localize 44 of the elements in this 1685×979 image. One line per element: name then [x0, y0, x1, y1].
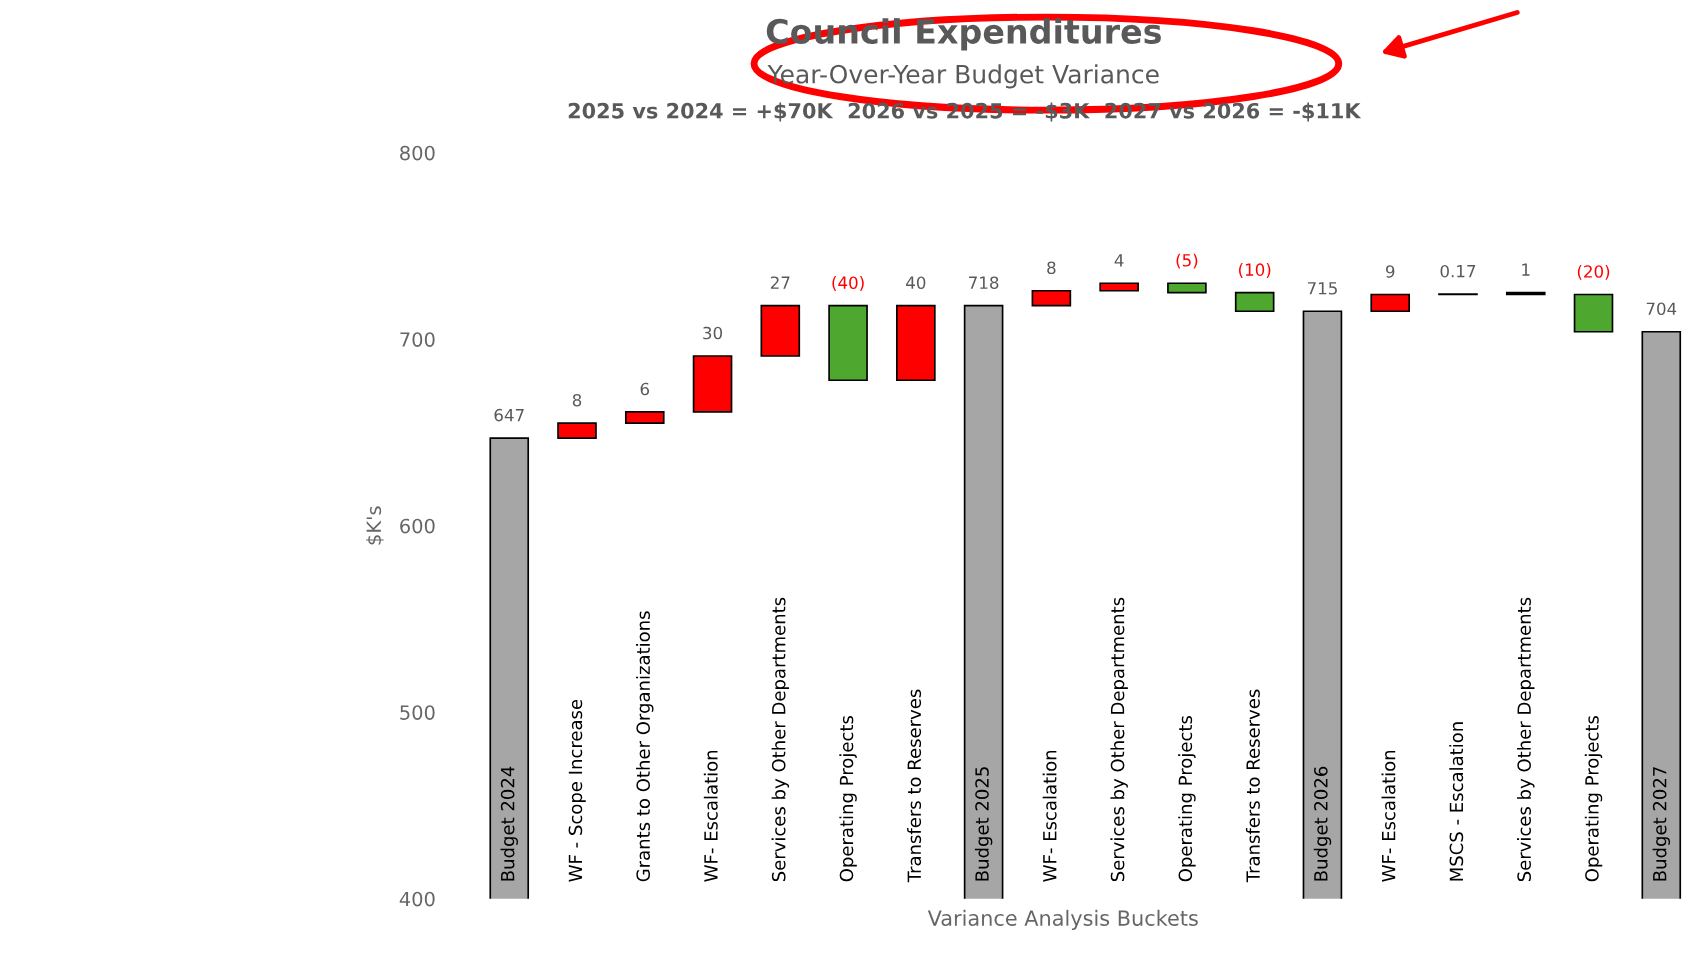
y-tick-label: 500	[400, 705, 435, 720]
x-tick-label: Budget 2027	[1652, 767, 1671, 881]
y-tick-label: 400	[399, 891, 435, 907]
x-axis-title: Variance Analysis Buckets	[927, 909, 1198, 930]
x-tick-label: MSCS - Escalation	[1449, 722, 1464, 881]
y-tick-label: 700	[400, 332, 435, 347]
x-tick-label: Operating Projects	[839, 716, 857, 882]
x-tick-label: Budget 2025	[974, 767, 993, 881]
data-label: 40	[906, 276, 926, 289]
data-label: 27	[770, 276, 790, 289]
x-tick-label: WF- Escalation	[703, 750, 718, 882]
data-label: (20)	[1577, 264, 1610, 280]
data-label: 0.17	[1440, 264, 1476, 278]
data-label: 8	[572, 393, 582, 407]
chart-subtitle: Year-Over-Year Budget Variance	[767, 64, 1159, 89]
data-label: 9	[1385, 265, 1395, 278]
x-tick-label: WF - Scope Increase	[568, 699, 586, 882]
data-label: (40)	[832, 276, 864, 291]
x-tick-label: Services by Other Departments	[1517, 597, 1535, 882]
y-axis-title: $K's	[366, 506, 384, 545]
y-tick-label: 800	[400, 145, 435, 161]
data-label: 1	[1522, 263, 1530, 276]
x-tick-label: Operating Projects	[1178, 716, 1196, 882]
data-label: 4	[1114, 254, 1124, 267]
x-tick-label: Transfers to Reserves	[1245, 689, 1260, 883]
x-tick-label: Services by Other Departments	[1110, 597, 1128, 882]
data-label: (5)	[1176, 253, 1198, 269]
x-tick-label: WF- Escalation	[1381, 750, 1396, 882]
data-label: 8	[1047, 261, 1056, 275]
data-label: 704	[1646, 302, 1677, 316]
x-tick-label: Transfers to Reserves	[907, 689, 922, 883]
x-tick-label: Budget 2024	[500, 766, 518, 881]
x-tick-label: Grants to Other Organizations	[636, 611, 654, 882]
data-label: 718	[969, 276, 999, 289]
x-tick-label: Budget 2026	[1313, 766, 1332, 881]
x-tick-label: Operating Projects	[1584, 716, 1603, 882]
data-label: 6	[640, 382, 650, 396]
y-tick-label: 600	[400, 518, 435, 534]
data-label: 647	[494, 408, 524, 422]
x-tick-label: Services by Other Departments	[771, 597, 790, 882]
x-tick-label: WF- Escalation	[1042, 750, 1057, 882]
data-label: (10)	[1239, 263, 1271, 278]
data-label: 715	[1307, 282, 1337, 295]
data-label: 30	[703, 326, 723, 340]
